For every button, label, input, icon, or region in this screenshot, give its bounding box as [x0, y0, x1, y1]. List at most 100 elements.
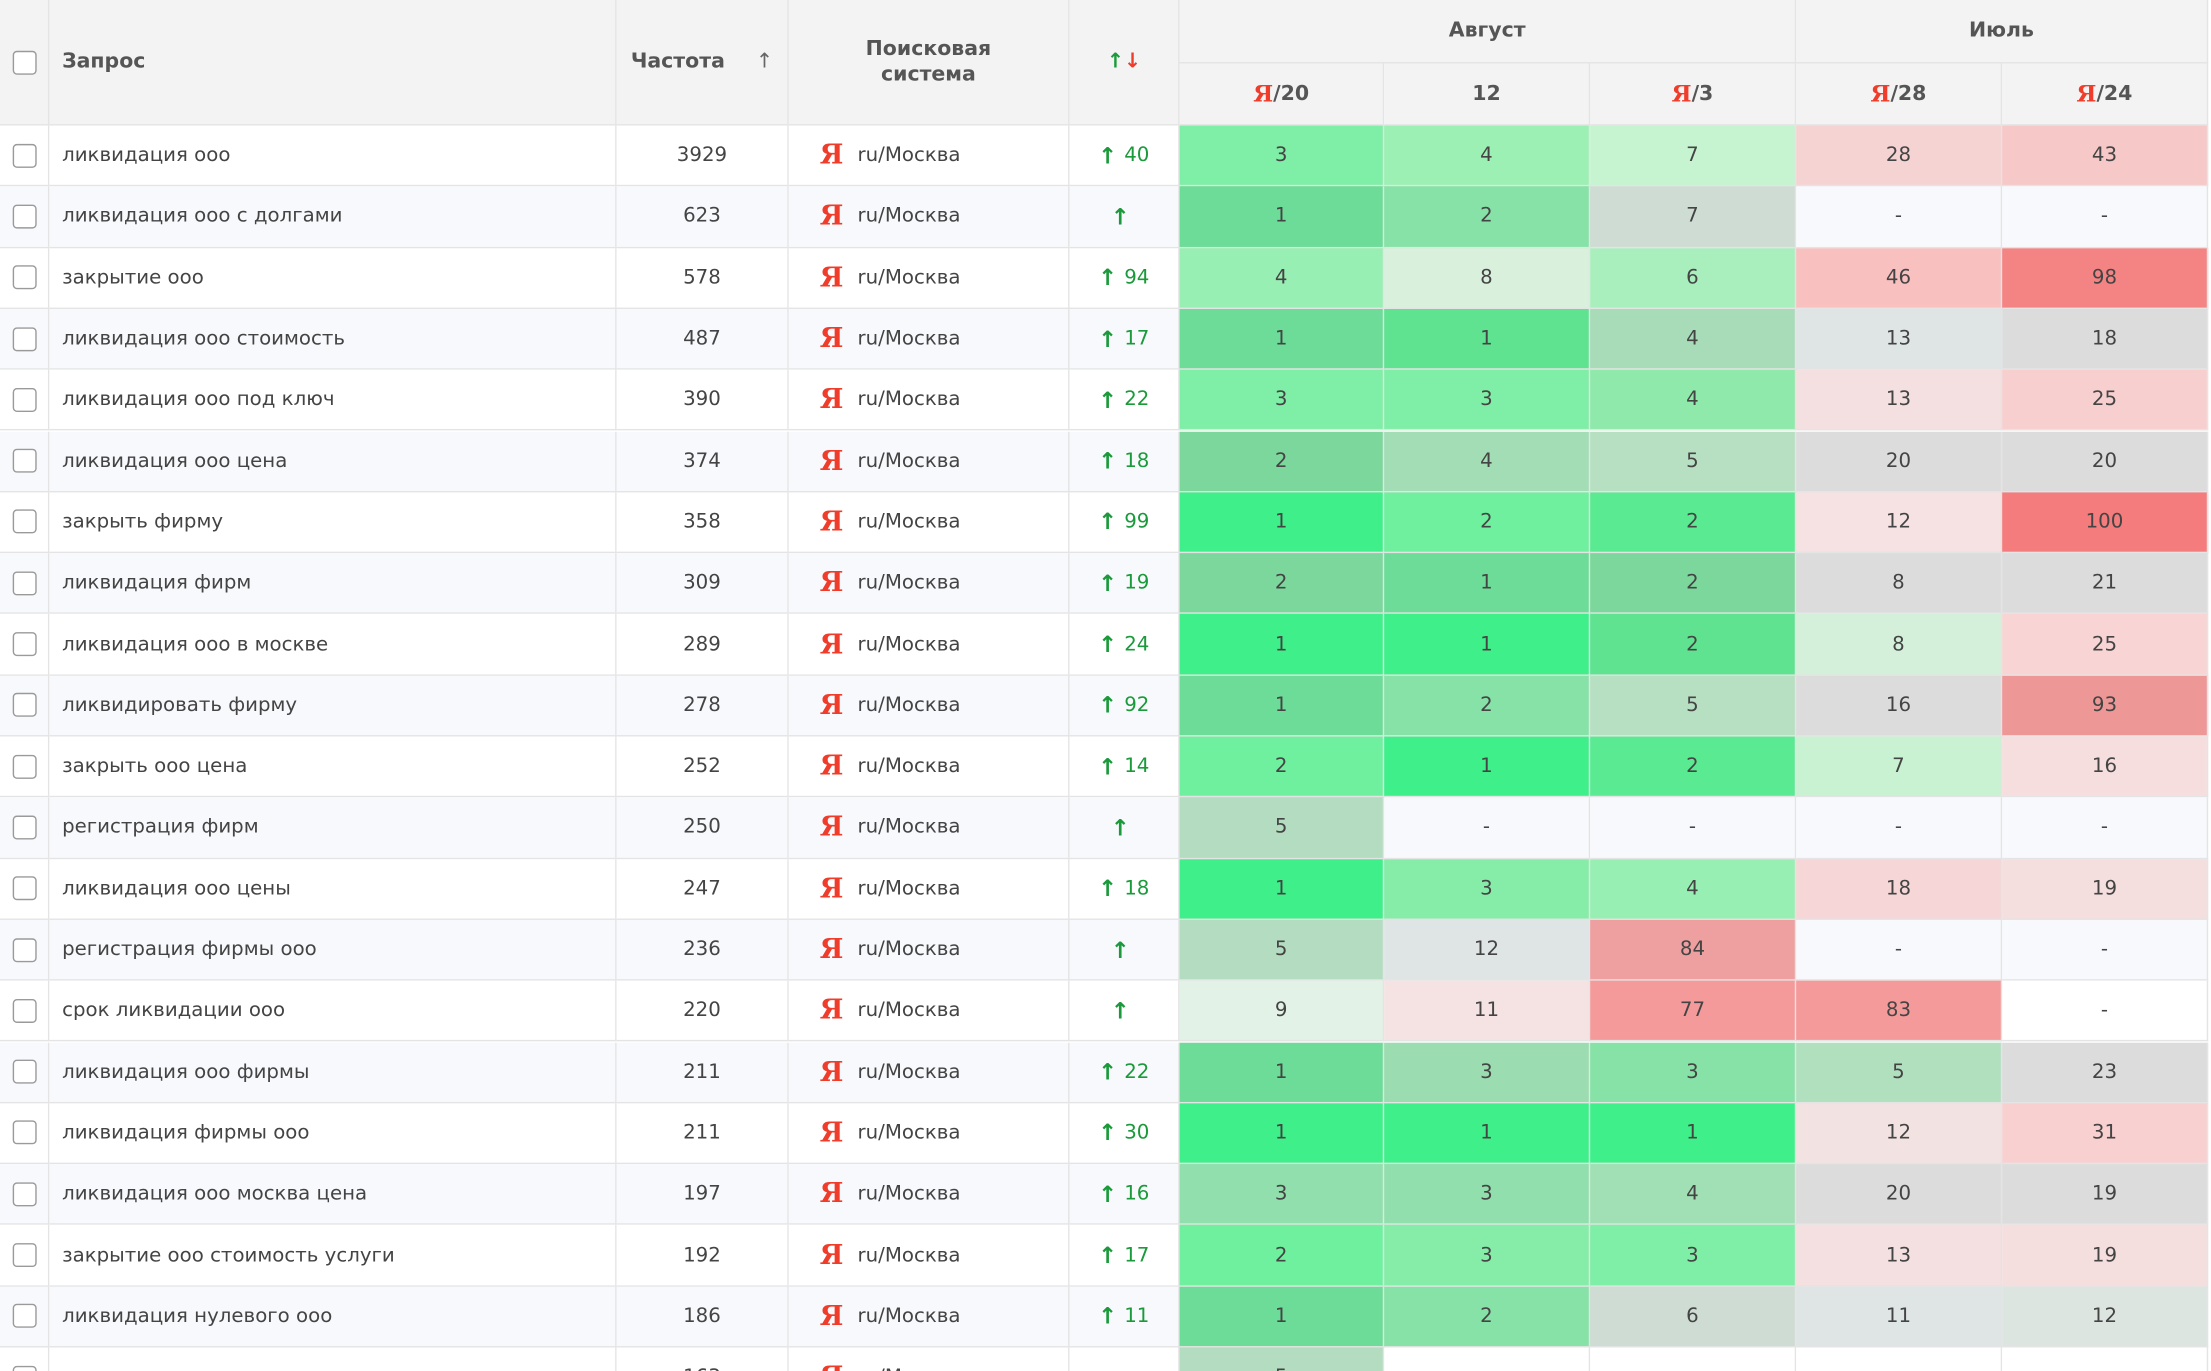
- group-label: Июль: [1969, 19, 2034, 43]
- change-cell: ↑ 40: [1069, 125, 1180, 187]
- region-text: ru/Москва: [857, 1121, 961, 1145]
- position-text: 19: [2091, 1243, 2118, 1267]
- position-text: 1: [1274, 877, 1288, 900]
- frequency-text: 236: [683, 938, 721, 961]
- query-text: ликвидация ооо с долгами: [62, 205, 343, 228]
- engine-logo: Я: [819, 1178, 844, 1210]
- position-cell: 83: [1796, 980, 2003, 1042]
- checkbox[interactable]: [11, 143, 36, 168]
- position-text: -: [2100, 816, 2109, 839]
- checkbox[interactable]: [11, 937, 36, 962]
- checkbox[interactable]: [11, 265, 36, 290]
- position-text: 19: [2091, 1182, 2118, 1206]
- query-cell: ликвидация ооо москва цена: [49, 1164, 617, 1226]
- position-text: 5: [1275, 1366, 1288, 1371]
- row-select: [0, 919, 50, 981]
- change-cell: ↑ 92: [1069, 675, 1180, 737]
- position-cell: 1: [1384, 1103, 1591, 1165]
- query-text: ликвидация ооо стоимость: [62, 327, 346, 350]
- region-text: ru/Москва: [857, 632, 961, 656]
- region-text: ru/Москва: [858, 1366, 961, 1371]
- position-text: 4: [1274, 266, 1288, 289]
- checkbox[interactable]: [11, 509, 36, 534]
- header-date: 12: [1384, 63, 1591, 126]
- checkbox[interactable]: [11, 326, 36, 351]
- position-text: 83: [1885, 999, 1912, 1023]
- position-text: 6: [1686, 266, 1699, 289]
- position-text: 12: [1885, 1121, 1912, 1145]
- position-cell: 98: [2002, 247, 2209, 309]
- region-text: ru/Москва: [857, 877, 961, 900]
- position-cell: [1796, 1347, 2003, 1371]
- header-frequency[interactable]: Частота ↑: [616, 0, 789, 126]
- row-select: [0, 1042, 50, 1104]
- checkbox[interactable]: [11, 1365, 36, 1371]
- position-cell: 11: [1384, 980, 1591, 1042]
- up-icon: ↑: [1098, 447, 1118, 475]
- checkbox[interactable]: [11, 754, 36, 779]
- position-cell: 2: [1179, 1225, 1385, 1287]
- checkbox[interactable]: [11, 1059, 36, 1084]
- checkbox[interactable]: [11, 693, 36, 718]
- query-cell: закрытие ооо стоимость услуги: [49, 1225, 617, 1287]
- checkbox[interactable]: [11, 876, 36, 901]
- change-cell: ↑: [1069, 980, 1180, 1042]
- position-cell: 12: [1796, 1103, 2003, 1165]
- position-text: 2: [1480, 693, 1493, 717]
- checkbox[interactable]: [11, 1182, 36, 1207]
- date-label: /24: [2096, 82, 2133, 106]
- change-text: 17: [1124, 327, 1150, 350]
- checkbox[interactable]: [11, 632, 36, 657]
- change-cell: ↑ 18: [1069, 858, 1180, 920]
- engine-logo: Я: [819, 1300, 844, 1332]
- checkbox[interactable]: [11, 1120, 36, 1145]
- change-text: 24: [1124, 632, 1150, 656]
- position-text: 3: [1686, 1243, 1699, 1267]
- frequency-text: 247: [683, 877, 721, 900]
- change-cell: ↑ 17: [1069, 1225, 1180, 1287]
- region-text: ru/Москва: [857, 571, 961, 595]
- position-cell: 3: [1384, 1225, 1591, 1287]
- position-cell: 12: [2002, 1286, 2209, 1348]
- position-cell: 19: [2002, 858, 2209, 920]
- checkbox[interactable]: [11, 204, 36, 229]
- engine-cell: Яru/Москва: [788, 1347, 1070, 1371]
- position-cell: -: [1796, 186, 2003, 248]
- position-cell: 19: [2002, 1225, 2209, 1287]
- checkbox[interactable]: [11, 1243, 36, 1268]
- frequency-cell: 309: [616, 553, 789, 615]
- checkbox[interactable]: [11, 815, 36, 840]
- query-text: ликвидация фирмы ооо: [62, 1121, 310, 1145]
- checkbox[interactable]: [11, 1304, 36, 1329]
- region-text: ru/Москва: [857, 1243, 961, 1267]
- checkbox[interactable]: [11, 998, 36, 1023]
- frequency-cell: 211: [616, 1103, 789, 1165]
- checkbox[interactable]: [11, 448, 36, 473]
- change-cell: ↑: [1069, 919, 1180, 981]
- frequency-text: 220: [683, 999, 721, 1023]
- engine-logo: Я: [1870, 79, 1891, 107]
- frequency-text: 186: [683, 1304, 721, 1328]
- position-cell: 1: [1179, 1103, 1385, 1165]
- up-icon: ↑: [1098, 142, 1118, 169]
- query-cell: ликвидация ооо цена: [49, 431, 617, 493]
- checkbox[interactable]: [11, 387, 36, 412]
- position-text: 1: [1686, 1121, 1699, 1145]
- change-text: 22: [1124, 1060, 1150, 1084]
- checkbox[interactable]: [11, 50, 36, 75]
- frequency-cell: 3929: [616, 125, 789, 187]
- position-text: 8: [1892, 571, 1905, 595]
- date-label: /3: [1691, 82, 1714, 106]
- change-text: 94: [1124, 266, 1150, 289]
- position-cell: 1: [1179, 186, 1385, 248]
- position-text: 12: [2091, 1304, 2118, 1328]
- position-text: 25: [2091, 388, 2118, 412]
- position-cell: 100: [2002, 492, 2209, 554]
- checkbox[interactable]: [11, 571, 36, 596]
- position-text: 2: [1480, 510, 1493, 534]
- position-text: 28: [1885, 144, 1912, 167]
- up-icon: ↑: [1098, 1119, 1118, 1147]
